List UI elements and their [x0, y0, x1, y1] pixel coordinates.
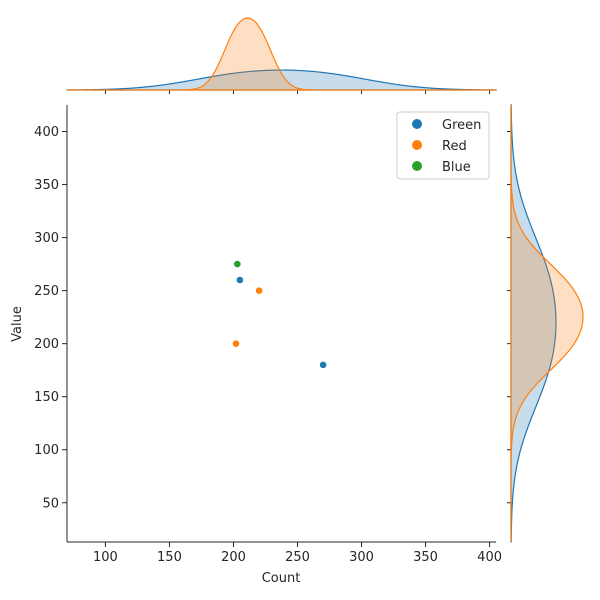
x-tick-label: 250 — [285, 550, 310, 565]
x-tick-label: 200 — [221, 550, 246, 565]
x-tick-label: 350 — [413, 550, 438, 565]
x-tick-label: 100 — [93, 550, 118, 565]
y-kde-curve — [510, 104, 557, 543]
y-tick-label: 350 — [34, 178, 59, 193]
legend-label: Blue — [442, 160, 471, 175]
data-point — [235, 276, 244, 284]
y-axis-label: Value — [10, 306, 25, 342]
legend-marker — [412, 140, 422, 150]
x-axis-ticks: 100 150 200 250 300 350 400 — [93, 542, 502, 565]
y-tick-label: 150 — [34, 390, 59, 405]
legend: Green Red Blue — [396, 111, 490, 180]
legend-label: Green — [442, 118, 481, 133]
y-kde-curve — [510, 105, 584, 542]
data-point — [319, 360, 328, 369]
y-tick-label: 300 — [34, 231, 59, 246]
x-axis-label: Count — [262, 571, 301, 586]
y-tick-label: 250 — [34, 284, 59, 299]
x-tick-label: 150 — [157, 550, 182, 565]
scatter-points — [232, 260, 328, 369]
data-point — [233, 260, 242, 269]
x-tick-label: 400 — [477, 550, 502, 565]
x-tick-label: 300 — [349, 550, 374, 565]
x-kde-curve — [66, 69, 497, 91]
legend-marker — [412, 161, 422, 171]
x-kde-curve — [67, 17, 496, 91]
main-axes — [66, 105, 496, 543]
right-marginal-kde — [507, 104, 584, 543]
legend-marker — [412, 119, 422, 129]
y-axis-ticks: 50 100 150 200 250 300 350 400 — [34, 125, 67, 511]
y-tick-label: 200 — [34, 337, 59, 352]
data-point — [232, 339, 240, 348]
y-tick-label: 100 — [34, 443, 59, 458]
y-tick-label: 400 — [34, 125, 59, 140]
data-point — [255, 286, 263, 295]
top-marginal-kde — [66, 17, 497, 94]
y-tick-label: 50 — [42, 496, 59, 511]
legend-label: Red — [442, 139, 467, 154]
